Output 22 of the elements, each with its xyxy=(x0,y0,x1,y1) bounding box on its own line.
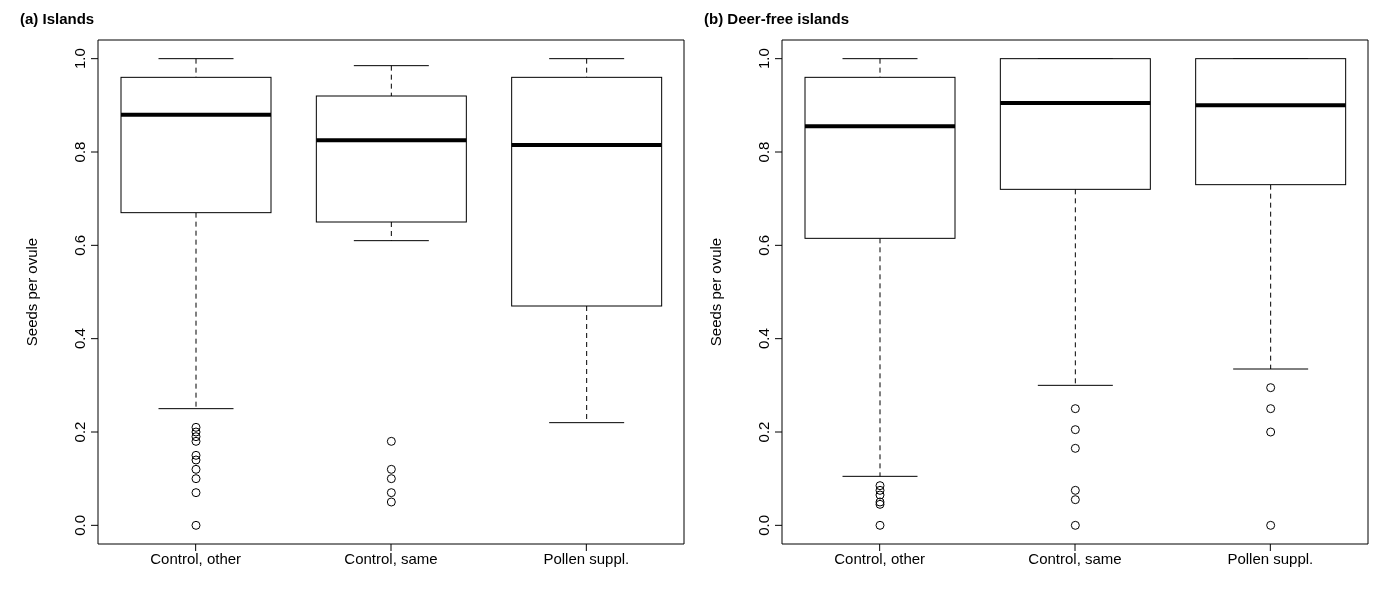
y-axis-title: Seeds per ovule xyxy=(707,237,725,347)
y-tick-label: 0.6 xyxy=(755,234,772,256)
y-tick-label: 1.0 xyxy=(755,48,772,70)
y-tick-label: 1.0 xyxy=(71,48,88,70)
y-tick-label: 0.6 xyxy=(71,234,88,256)
y-tick-label: 0.2 xyxy=(71,421,88,443)
y-axis-title: Seeds per ovule xyxy=(23,237,41,347)
y-tick-label: 0.4 xyxy=(71,328,88,350)
x-tick-label: Pollen suppl. xyxy=(1227,549,1314,567)
chart-title: (b) Deer-free islands xyxy=(704,10,850,27)
x-tick-label: Pollen suppl. xyxy=(543,549,630,567)
x-tick-label: Control, same xyxy=(1028,549,1122,567)
y-tick-label: 0.8 xyxy=(71,141,88,163)
y-tick-label: 0.2 xyxy=(755,421,772,443)
y-tick-label: 0.8 xyxy=(755,141,772,163)
x-tick-label: Control, same xyxy=(344,549,438,567)
chart-title: (a) Islands xyxy=(20,10,95,27)
y-tick-label: 0.0 xyxy=(755,514,772,536)
x-tick-label: Control, other xyxy=(834,549,926,567)
y-tick-label: 0.4 xyxy=(755,328,772,350)
y-tick-label: 0.0 xyxy=(71,514,88,536)
x-tick-label: Control, other xyxy=(150,549,242,567)
